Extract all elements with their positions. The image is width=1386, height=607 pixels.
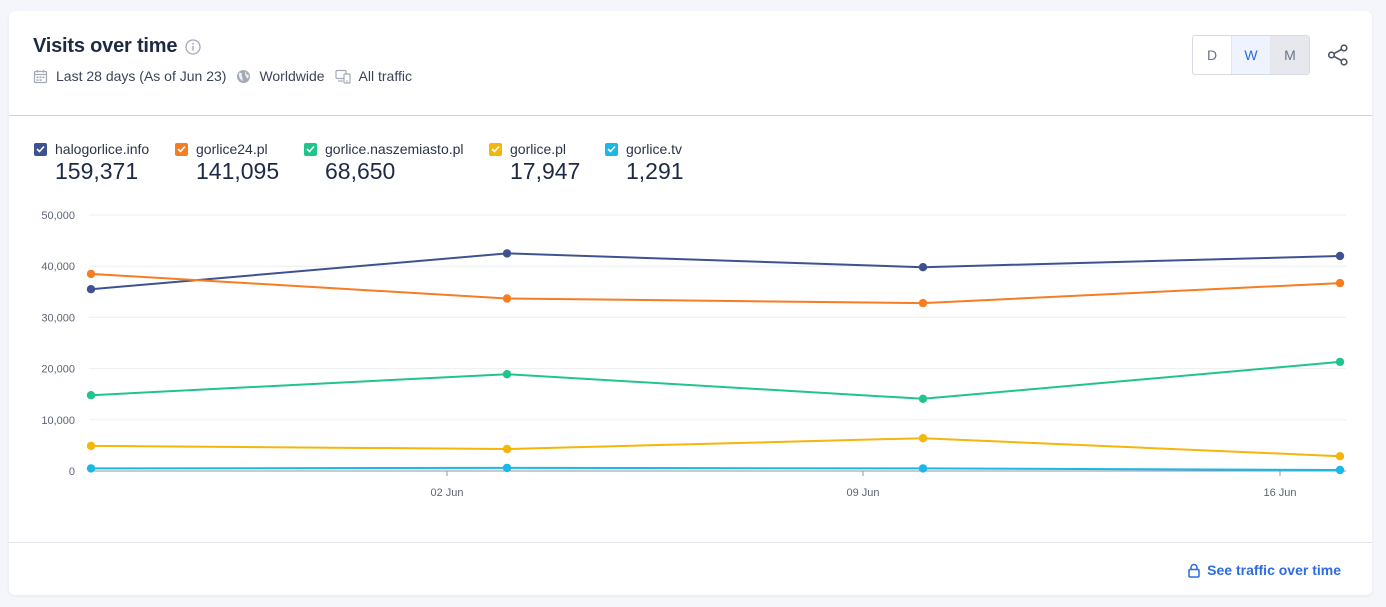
x-tick-label: 02 Jun [430, 487, 463, 499]
see-traffic-label: See traffic over time [1207, 562, 1341, 578]
y-tick-label: 30,000 [41, 312, 75, 324]
y-tick-label: 20,000 [41, 364, 75, 376]
data-point-gorlice-pl [86, 441, 96, 451]
x-tick-label: 16 Jun [1263, 487, 1296, 499]
data-point-gorlice-naszemiasto-pl [86, 391, 96, 400]
legend-value: 1,291 [626, 158, 684, 184]
data-point-gorlice24-pl [1335, 278, 1345, 288]
checkbox-checked-icon[interactable] [605, 142, 618, 156]
data-point-gorlice24-pl [502, 294, 512, 303]
card-title: Visits over time [33, 35, 178, 57]
data-point-gorlice-naszemiasto-pl [918, 394, 928, 403]
granularity-toggle: D W M [1192, 35, 1310, 75]
legend-value: 68,650 [325, 158, 396, 184]
granularity-month-button[interactable]: M [1271, 36, 1309, 74]
series-line-gorlice-pl [90, 437, 1341, 458]
share-icon[interactable] [1327, 44, 1349, 66]
visits-over-time-card: Visits over time [9, 11, 1372, 595]
legend-value: 17,947 [510, 158, 581, 184]
date-range-text: Last 28 days (As of Jun 23) [56, 68, 227, 84]
data-point-halogorlice-info [502, 249, 512, 258]
data-point-halogorlice-info [86, 285, 96, 294]
data-point-gorlice-pl [1335, 452, 1345, 461]
traffic-meta: All traffic [334, 68, 412, 84]
visits-line-chart: 0 10,000 20,000 30,000 40,000 50,000 02 Jun 09 … [41, 210, 1346, 499]
legend-label: gorlice.naszemiasto.pl [325, 141, 464, 157]
region-meta: Worldwide [236, 68, 325, 84]
legend-item-halogorlice[interactable]: halogorlice.info 159,371 [34, 141, 149, 185]
y-tick-label: 50,000 [41, 210, 75, 222]
data-point-halogorlice-info [1335, 251, 1345, 261]
globe-icon [237, 69, 251, 83]
series-line-gorlice-naszemiasto-pl [90, 360, 1341, 400]
y-tick-label: 40,000 [41, 261, 75, 273]
checkbox-checked-icon[interactable] [489, 142, 502, 156]
series-line-gorlice24-pl [90, 272, 1341, 305]
legend-item-gorlice-tv[interactable]: gorlice.tv 1,291 [605, 141, 684, 185]
info-icon[interactable] [185, 38, 201, 55]
legend-value: 141,095 [196, 158, 280, 184]
legend-label: halogorlice.info [55, 141, 150, 157]
x-tick-label: 09 Jun [846, 487, 879, 499]
lock-icon [1188, 563, 1200, 578]
granularity-week-button[interactable]: W [1232, 36, 1271, 74]
series-line-gorlice-tv [90, 466, 1341, 471]
data-point-gorlice-tv [502, 463, 512, 473]
calendar-icon [33, 69, 48, 83]
granularity-day-button[interactable]: D [1193, 36, 1232, 74]
legend-label: gorlice.pl [510, 141, 567, 157]
checkbox-checked-icon[interactable] [175, 142, 188, 156]
region-text: Worldwide [259, 68, 325, 84]
checkbox-checked-icon[interactable] [34, 142, 47, 156]
legend-label: gorlice24.pl [196, 141, 268, 157]
card-footer: See traffic over time [9, 542, 1372, 596]
data-point-gorlice-tv [86, 464, 96, 473]
legend-item-naszemiasto[interactable]: gorlice.naszemiasto.pl 68,650 [304, 141, 464, 185]
legend-value: 159,371 [55, 158, 139, 184]
filter-meta-row: Last 28 days (As of Jun 23) Worldwide Al… [33, 68, 422, 84]
y-tick-label: 0 [69, 466, 75, 478]
checkbox-checked-icon[interactable] [304, 142, 317, 156]
data-point-gorlice-naszemiasto-pl [502, 370, 512, 379]
legend-label: gorlice.tv [626, 141, 683, 157]
data-point-gorlice24-pl [918, 298, 928, 308]
data-point-halogorlice-info [918, 263, 928, 272]
data-point-gorlice-tv [1335, 465, 1345, 475]
devices-icon [334, 69, 351, 84]
data-point-gorlice-tv [918, 464, 928, 473]
legend-item-gorlice-pl[interactable]: gorlice.pl 17,947 [489, 141, 580, 185]
see-traffic-link[interactable]: See traffic over time [1188, 562, 1341, 578]
y-tick-label: 10,000 [41, 415, 75, 427]
data-point-gorlice-naszemiasto-pl [1335, 357, 1345, 367]
data-point-gorlice-pl [918, 434, 928, 443]
traffic-text: All traffic [358, 68, 412, 84]
title-row: Visits over time [33, 35, 201, 58]
card-header: Visits over time [9, 11, 1372, 116]
data-point-gorlice24-pl [86, 269, 96, 279]
series-line-halogorlice-info [90, 252, 1341, 291]
date-range-meta: Last 28 days (As of Jun 23) [33, 68, 226, 84]
legend-item-gorlice24[interactable]: gorlice24.pl 141,095 [175, 141, 279, 185]
data-point-gorlice-pl [502, 444, 512, 454]
